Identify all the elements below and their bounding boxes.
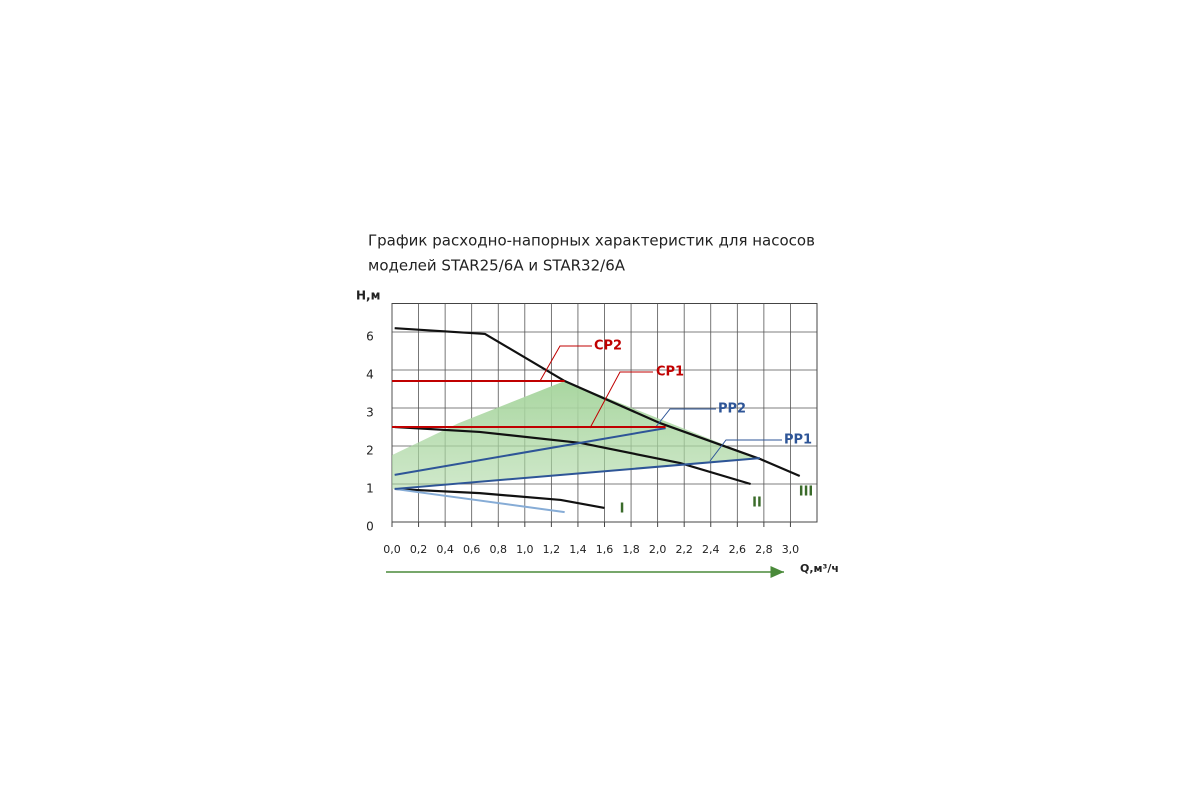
series-line <box>394 487 565 514</box>
x-tick-label: 3,0 <box>782 543 800 556</box>
x-tick-label: 0,0 <box>383 543 401 556</box>
y-tick-label: 2 <box>366 444 374 458</box>
x-tick-label: 2,6 <box>729 543 747 556</box>
series-label: PP1 <box>784 433 812 448</box>
x-axis-label: Q,м³/ч <box>800 562 839 575</box>
y-axis-label: H,м <box>356 289 380 303</box>
x-tick-label: 1,6 <box>596 543 614 556</box>
x-tick-label: 0,6 <box>463 543 481 556</box>
series-label: II <box>752 496 762 511</box>
x-tick-label: 1,2 <box>543 543 561 556</box>
series-line <box>394 487 605 510</box>
chart-title: График расходно-напорных характеристик д… <box>368 232 815 250</box>
working-area <box>392 381 760 489</box>
leader-line <box>709 439 782 462</box>
series-label: CP1 <box>656 365 684 380</box>
x-tick-label: 2,8 <box>755 543 773 556</box>
chart-title: моделей STAR25/6A и STAR32/6A <box>368 257 626 275</box>
series-label: CP2 <box>594 339 622 354</box>
series-line <box>394 427 666 476</box>
series-label: III <box>799 485 814 500</box>
x-tick-label: 1,0 <box>516 543 534 556</box>
y-tick-label: 3 <box>366 406 374 420</box>
x-tick-label: 0,2 <box>410 543 428 556</box>
x-tick-label: 0,4 <box>436 543 454 556</box>
y-tick-label: 1 <box>366 482 374 496</box>
leader-line <box>589 371 653 429</box>
leader-line <box>654 408 716 429</box>
series-line <box>394 327 801 478</box>
x-tick-label: 2,2 <box>675 543 693 556</box>
leader-line <box>539 345 592 382</box>
x-tick-label: 1,8 <box>622 543 640 556</box>
y-tick-label: 6 <box>366 330 374 344</box>
y-tick-label: 0 <box>366 520 374 534</box>
y-tick-label: 4 <box>366 368 374 382</box>
x-tick-label: 0,8 <box>490 543 508 556</box>
series-label: I <box>620 502 625 517</box>
series-line <box>394 457 760 490</box>
x-tick-label: 2,0 <box>649 543 667 556</box>
x-tick-label: 1,4 <box>569 543 587 556</box>
series-label: PP2 <box>718 402 746 417</box>
x-tick-label: 2,4 <box>702 543 720 556</box>
